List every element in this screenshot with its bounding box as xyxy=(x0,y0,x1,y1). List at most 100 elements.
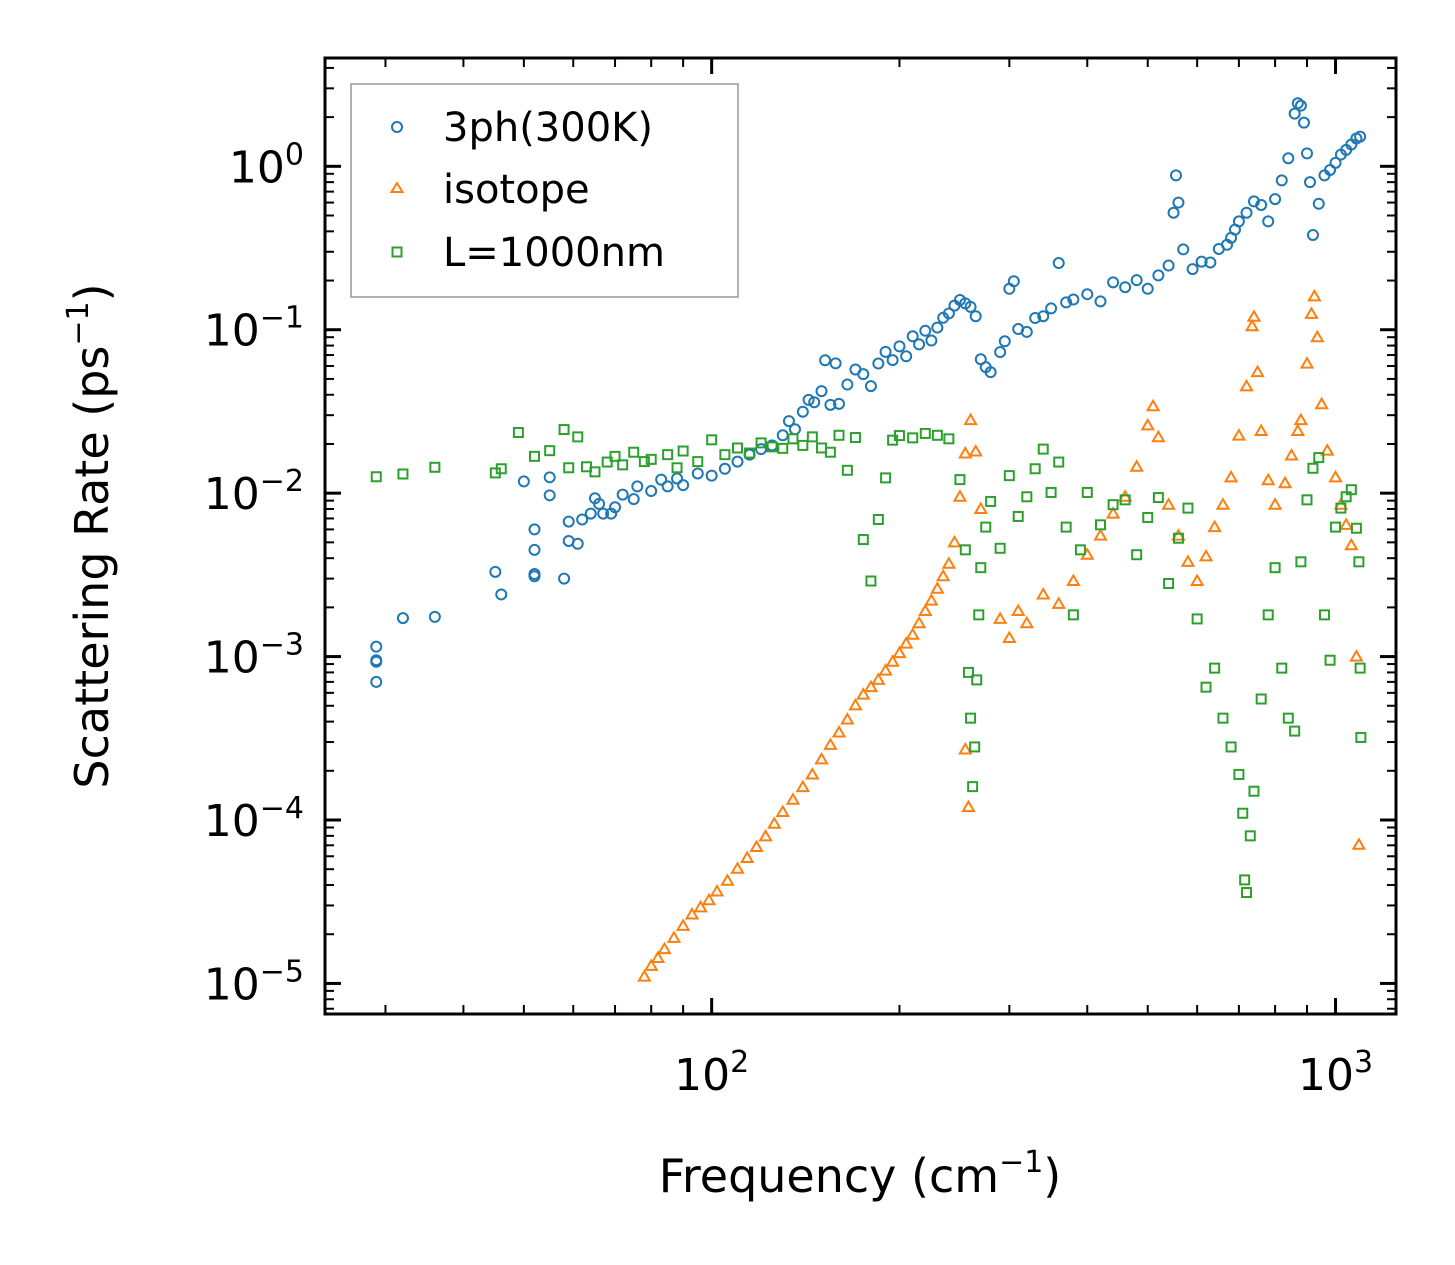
data-point xyxy=(563,462,575,474)
data-point xyxy=(1329,156,1342,169)
data-point xyxy=(1119,281,1132,294)
data-point xyxy=(1094,519,1106,531)
data-point xyxy=(1209,662,1221,674)
data-point xyxy=(1163,578,1175,590)
data-point xyxy=(1130,274,1143,287)
data-point xyxy=(370,471,382,483)
data-point xyxy=(1289,725,1301,737)
data-point xyxy=(1052,257,1065,270)
data-point xyxy=(1020,325,1033,338)
data-point xyxy=(797,439,809,451)
data-point xyxy=(788,423,801,436)
data-point xyxy=(755,443,768,456)
data-point xyxy=(1067,609,1079,621)
data-point xyxy=(1141,282,1154,295)
data-point xyxy=(965,712,977,724)
data-point xyxy=(1320,443,1335,456)
data-point xyxy=(998,335,1011,348)
data-point xyxy=(919,324,932,337)
data-point xyxy=(671,462,683,474)
data-point xyxy=(1093,528,1108,541)
plot-frame xyxy=(323,56,1398,1016)
data-point xyxy=(1021,491,1033,503)
data-point xyxy=(1324,654,1336,666)
legend-marker-l1000nm xyxy=(391,246,403,258)
data-point xyxy=(1051,596,1066,609)
data-point xyxy=(1223,469,1239,483)
data-point xyxy=(731,442,743,454)
data-point xyxy=(1225,741,1237,753)
data-point xyxy=(984,366,997,379)
data-point xyxy=(1094,295,1107,308)
data-point xyxy=(969,741,981,753)
data-point xyxy=(872,357,885,370)
data-point xyxy=(841,378,854,391)
data-point xyxy=(782,415,795,428)
data-point xyxy=(1307,288,1322,302)
data-point xyxy=(1282,152,1295,165)
data-point xyxy=(879,345,892,358)
x-tick-label: 102 xyxy=(674,1045,749,1101)
data-point xyxy=(601,456,613,468)
data-point xyxy=(643,958,659,971)
data-point xyxy=(1189,573,1205,587)
data-point xyxy=(961,799,976,813)
data-point xyxy=(823,737,838,750)
data-point xyxy=(1262,609,1274,621)
data-point xyxy=(730,861,745,874)
data-point xyxy=(1152,492,1164,504)
data-point xyxy=(1162,259,1175,272)
data-point xyxy=(1318,609,1330,621)
data-point xyxy=(1145,398,1161,412)
data-point xyxy=(1232,215,1245,228)
x-axis-label: Frequency (cm−1) xyxy=(659,1145,1062,1203)
legend-label-isotope: isotope xyxy=(443,167,590,213)
data-point xyxy=(1066,573,1081,587)
series-3ph-300k- xyxy=(370,97,1367,688)
data-point xyxy=(992,611,1008,624)
data-point xyxy=(1303,176,1316,189)
data-point xyxy=(814,751,829,765)
data-point xyxy=(954,474,966,486)
data-point xyxy=(584,507,597,520)
data-point xyxy=(1354,662,1366,674)
data-point xyxy=(1129,459,1144,472)
data-point xyxy=(907,432,919,444)
data-point xyxy=(1355,731,1367,743)
data-point xyxy=(930,581,945,594)
data-point xyxy=(572,431,584,443)
series-isotope xyxy=(637,288,1367,982)
data-point xyxy=(1045,302,1058,315)
data-point xyxy=(1180,554,1196,567)
data-point xyxy=(1010,603,1026,617)
data-point xyxy=(528,543,541,556)
data-point xyxy=(994,346,1007,359)
data-point xyxy=(1045,486,1057,498)
data-point xyxy=(900,350,913,363)
data-point xyxy=(1301,494,1313,506)
data-point xyxy=(1335,502,1347,514)
data-point xyxy=(1060,296,1073,309)
data-point xyxy=(806,431,818,443)
data-point xyxy=(1269,562,1281,574)
data-point xyxy=(962,666,974,678)
data-point xyxy=(731,455,744,468)
data-point xyxy=(816,442,828,454)
data-point xyxy=(1191,613,1203,625)
data-point xyxy=(1140,417,1155,431)
data-point xyxy=(1269,193,1282,206)
data-point xyxy=(787,433,799,445)
data-point xyxy=(597,507,610,520)
data-point xyxy=(924,593,939,606)
data-point xyxy=(931,429,943,441)
data-point xyxy=(824,398,837,411)
data-point xyxy=(1244,318,1260,332)
data-point xyxy=(796,405,809,418)
data-point xyxy=(905,627,920,640)
data-point xyxy=(833,429,845,441)
data-point xyxy=(589,466,601,478)
data-point xyxy=(1338,517,1354,530)
data-point xyxy=(691,467,704,480)
data-point xyxy=(935,568,951,582)
data-point xyxy=(1282,712,1294,724)
